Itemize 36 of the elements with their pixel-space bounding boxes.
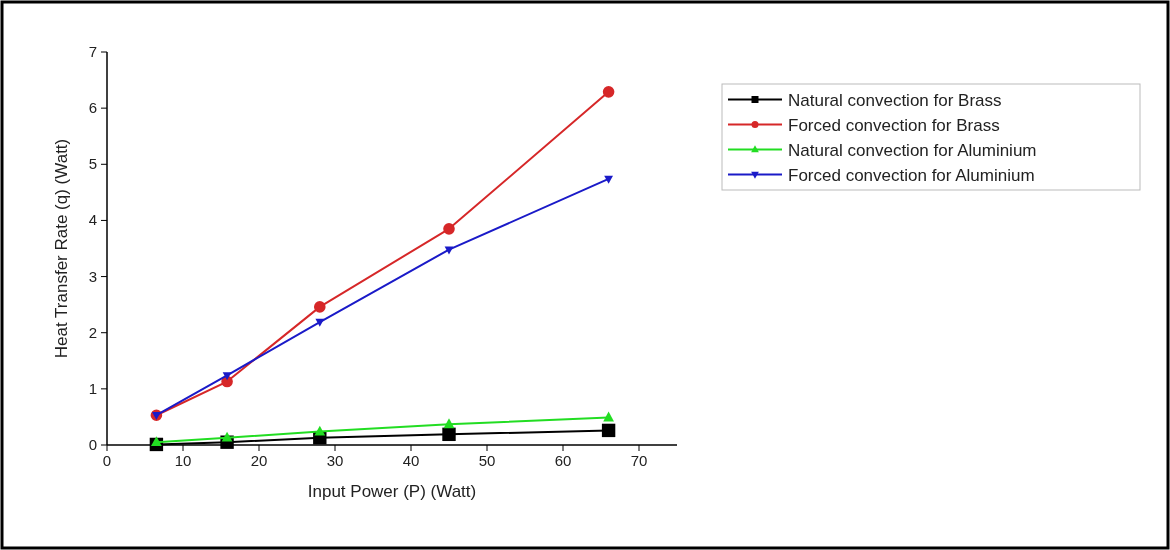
y-tick-label: 7	[88, 43, 97, 60]
x-tick-label: 0	[102, 452, 112, 469]
point	[444, 246, 454, 255]
y-tick-label: 3	[88, 267, 97, 285]
x-tick-label: 10	[174, 452, 192, 469]
x-tick-label: 20	[250, 452, 268, 469]
point	[221, 431, 233, 442]
x-tick-label: 60	[554, 452, 572, 469]
y-tick-label: 2	[88, 323, 97, 341]
legend-label: Forced convection for Brass	[788, 115, 1000, 135]
y-tick-label: 6	[88, 99, 97, 117]
point	[315, 318, 325, 327]
legend-label: Forced convection for Aluminium	[788, 165, 1035, 185]
x-tick-label: 40	[402, 452, 420, 469]
point	[222, 372, 232, 381]
point	[601, 423, 616, 438]
point	[603, 411, 614, 422]
point	[602, 86, 615, 98]
point	[442, 427, 456, 442]
y-tick-label: 4	[88, 211, 97, 229]
x-axis-title: Input Power (P) (Watt)	[307, 482, 477, 501]
x-tick-label: 70	[630, 452, 648, 469]
point	[151, 436, 162, 447]
point	[604, 175, 613, 184]
point	[443, 418, 455, 429]
x-tick-label: 50	[478, 452, 496, 469]
legend-label: Natural convection for Aluminium	[788, 140, 1037, 160]
y-tick-label: 0	[88, 436, 97, 453]
legend-label: Natural convection for Brass	[788, 90, 1002, 110]
y-tick-label: 1	[88, 379, 97, 397]
y-axis-title: Heat Transfer Rate (q) (Watt)	[52, 138, 71, 359]
point	[314, 425, 326, 436]
y-tick-label: 5	[88, 155, 97, 173]
point	[443, 223, 455, 235]
point	[314, 301, 326, 313]
x-tick-label: 30	[326, 452, 344, 469]
